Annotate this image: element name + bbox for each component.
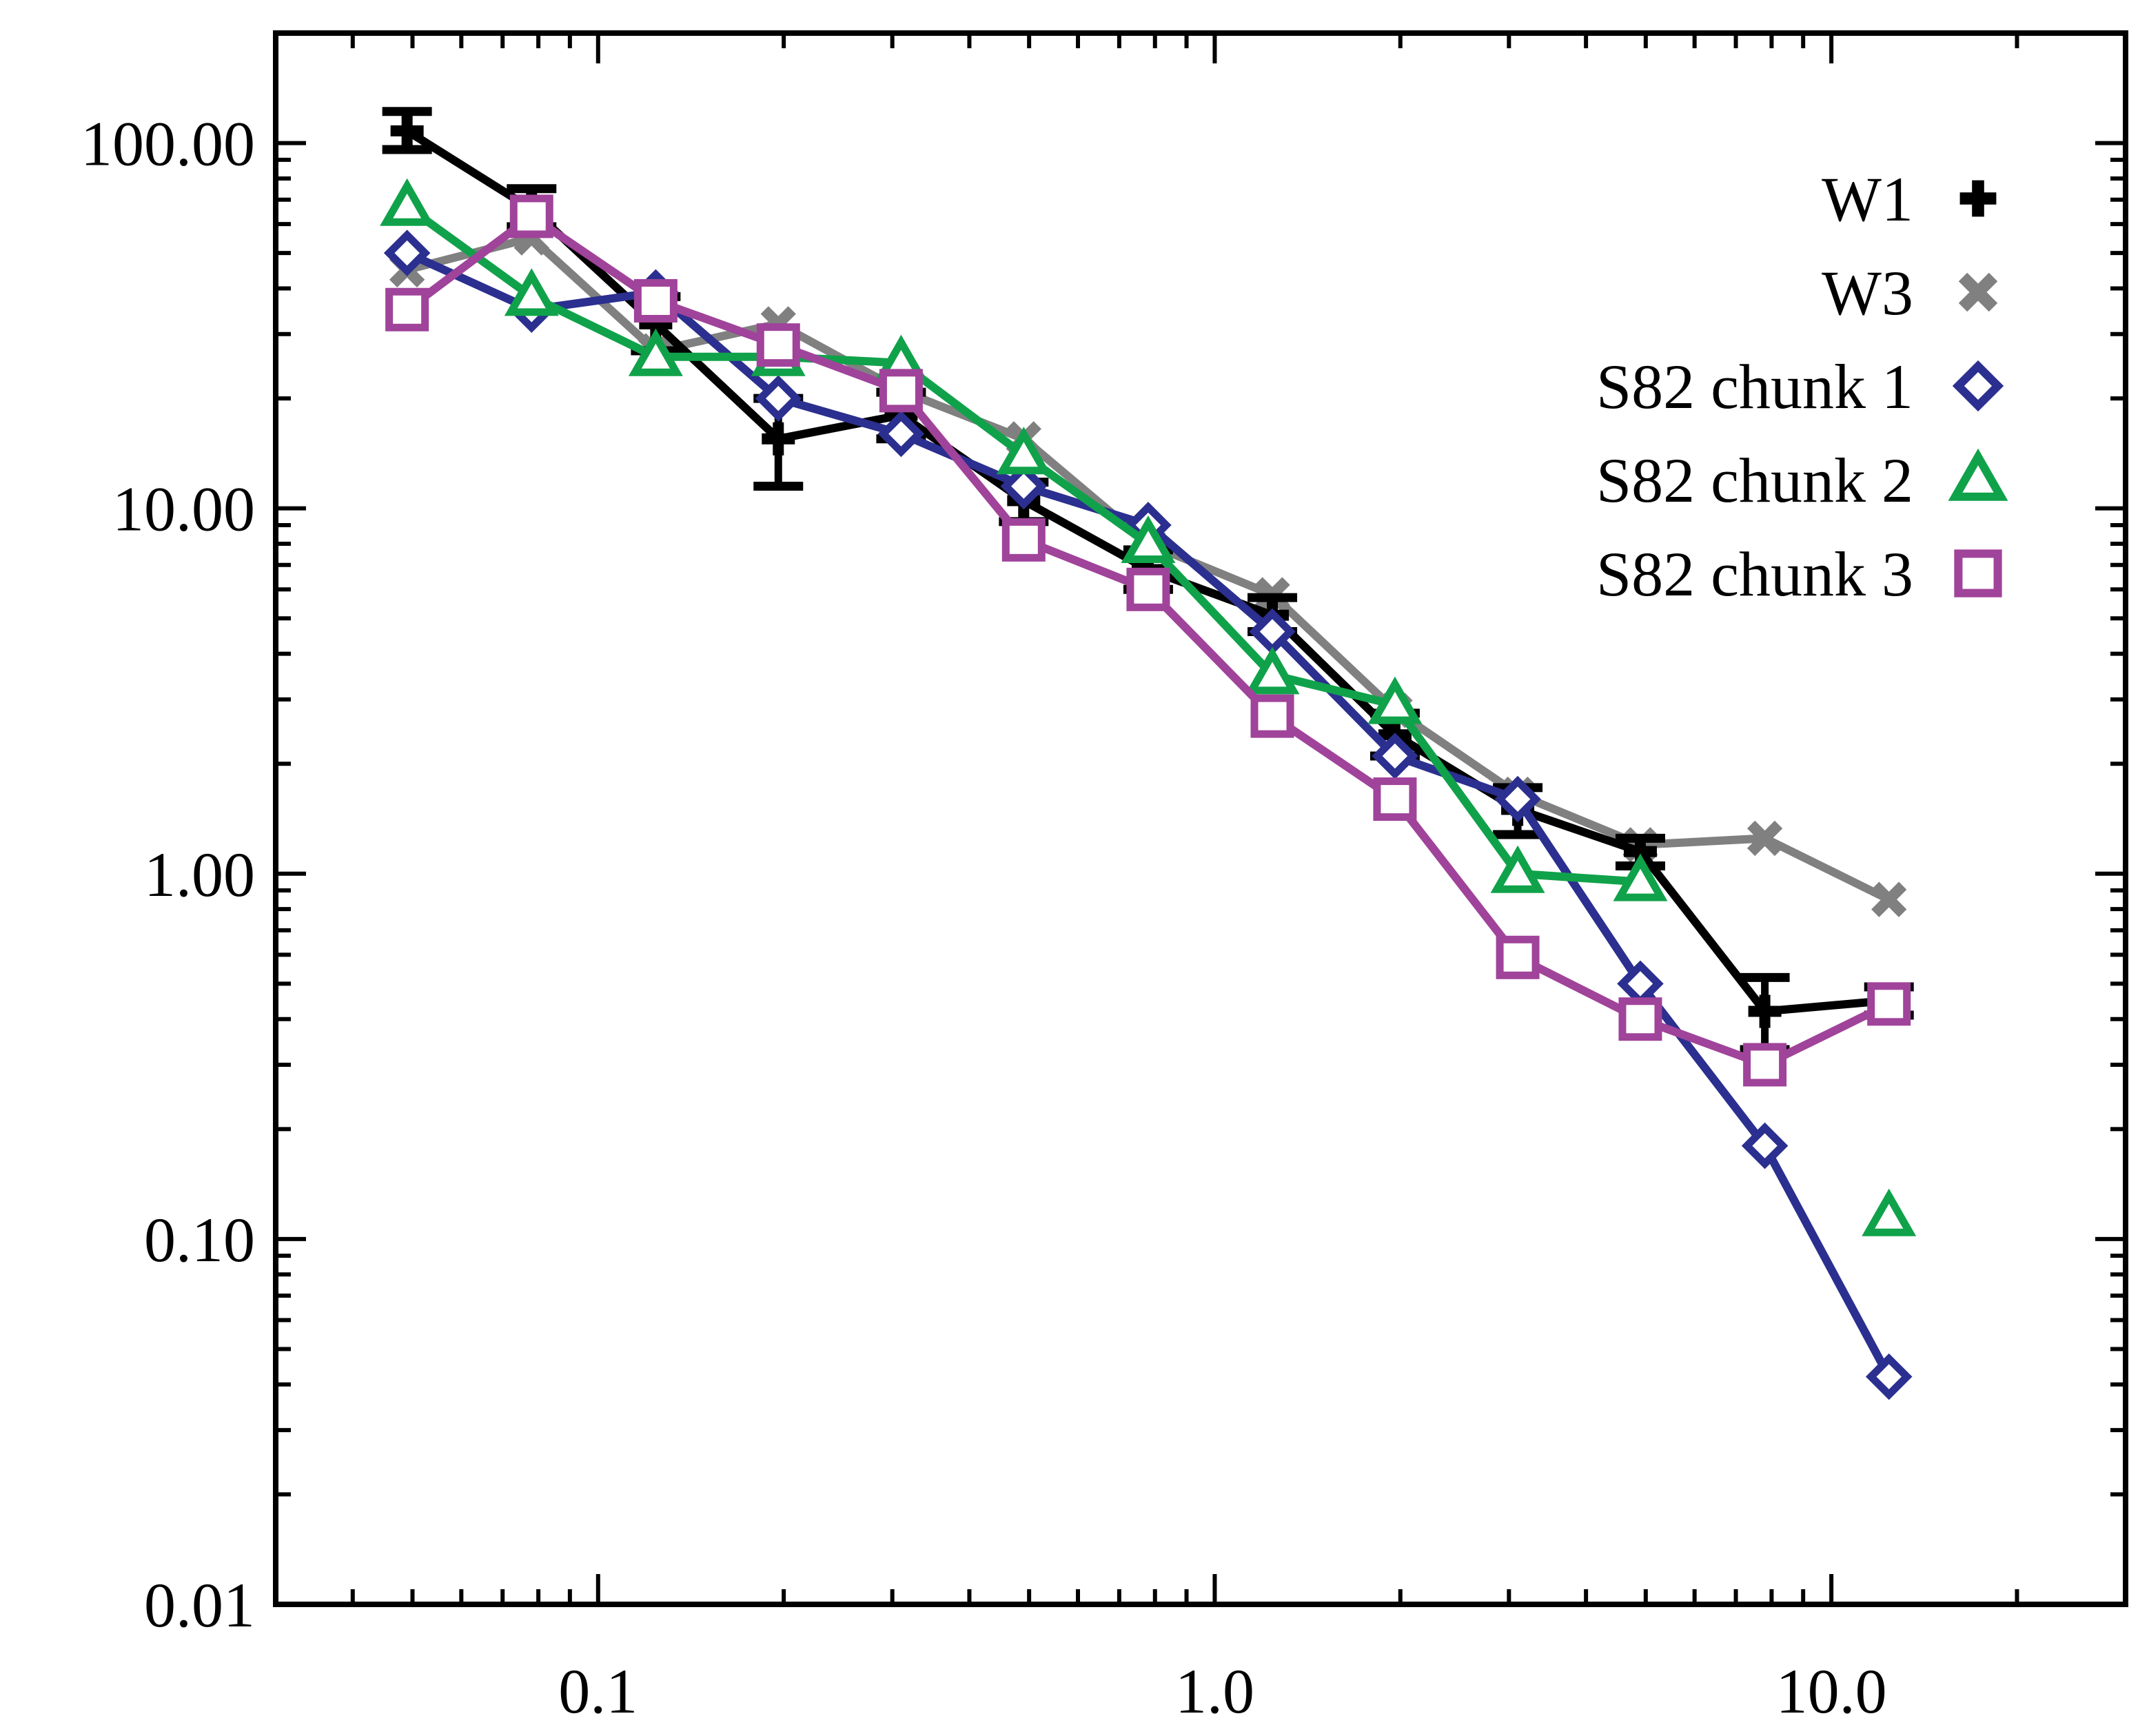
legend-label: S82 chunk 1 <box>1596 351 1913 422</box>
plot-frame <box>273 30 2128 1607</box>
y-tick-label: 100.00 <box>81 109 255 179</box>
x-tick-label: 0.1 <box>558 1656 638 1726</box>
data-point <box>383 229 431 276</box>
data-point <box>1743 1043 1787 1087</box>
data-point <box>1367 676 1423 724</box>
x-tick-label: 1.0 <box>1175 1656 1254 1726</box>
data-point <box>1001 518 1046 562</box>
data-point <box>1871 881 1907 917</box>
y-tick-label: 1.00 <box>144 839 255 910</box>
data-point <box>773 422 784 456</box>
data-point <box>1865 1353 1913 1400</box>
data-point <box>879 369 923 413</box>
data-point <box>385 287 429 331</box>
data-point <box>877 410 925 458</box>
data-point <box>380 178 435 226</box>
legend-label: S82 chunk 2 <box>1596 445 1913 515</box>
data-point <box>1972 180 1984 217</box>
data-point <box>504 268 559 316</box>
data-point <box>509 194 553 238</box>
data-point <box>1759 994 1771 1028</box>
data-point <box>1613 853 1668 901</box>
data-point <box>628 328 683 376</box>
y-tick-label: 10.00 <box>112 474 255 544</box>
data-point <box>1000 462 1048 510</box>
data-point <box>1746 820 1783 857</box>
data-point <box>1618 997 1662 1041</box>
legend: W1 W3 S82 chunk 1 S82 chunk 2 S82 chunk 3 <box>1596 164 2008 609</box>
data-point <box>1126 567 1170 611</box>
data-point <box>755 375 802 422</box>
data-point <box>1245 646 1300 695</box>
series-s82-chunk-3 <box>385 194 1911 1087</box>
data-point <box>1948 448 2008 501</box>
legend-label: W1 <box>1822 164 1913 234</box>
data-point <box>401 114 413 147</box>
series-s82-chunk-2 <box>380 178 1917 1236</box>
data-point <box>1372 733 1418 779</box>
y-tick-label: 0.10 <box>144 1205 255 1275</box>
data-point <box>1121 515 1176 564</box>
y-tick-label: 0.01 <box>144 1570 255 1640</box>
data-point <box>996 427 1051 475</box>
legend-label: W3 <box>1822 258 1913 328</box>
data-point <box>756 323 800 367</box>
data-point <box>1952 360 2004 412</box>
data-point <box>1867 982 1911 1026</box>
series-layer <box>380 107 1917 1400</box>
data-point <box>1958 272 1998 312</box>
data-point <box>1373 777 1417 821</box>
tick-labels: 0.1 1.0 10.0 0.01 0.10 1.00 10.00 100.00 <box>81 109 1887 1726</box>
legend-label: S82 chunk 3 <box>1596 539 1913 609</box>
data-point <box>633 278 678 323</box>
data-point <box>1250 694 1294 738</box>
data-point <box>1954 549 2002 598</box>
x-tick-label: 10.0 <box>1776 1656 1887 1726</box>
data-point <box>1494 775 1541 823</box>
data-point <box>1862 1188 1917 1236</box>
data-point <box>1496 935 1540 979</box>
data-point <box>1741 1122 1789 1170</box>
data-point <box>1490 845 1545 893</box>
